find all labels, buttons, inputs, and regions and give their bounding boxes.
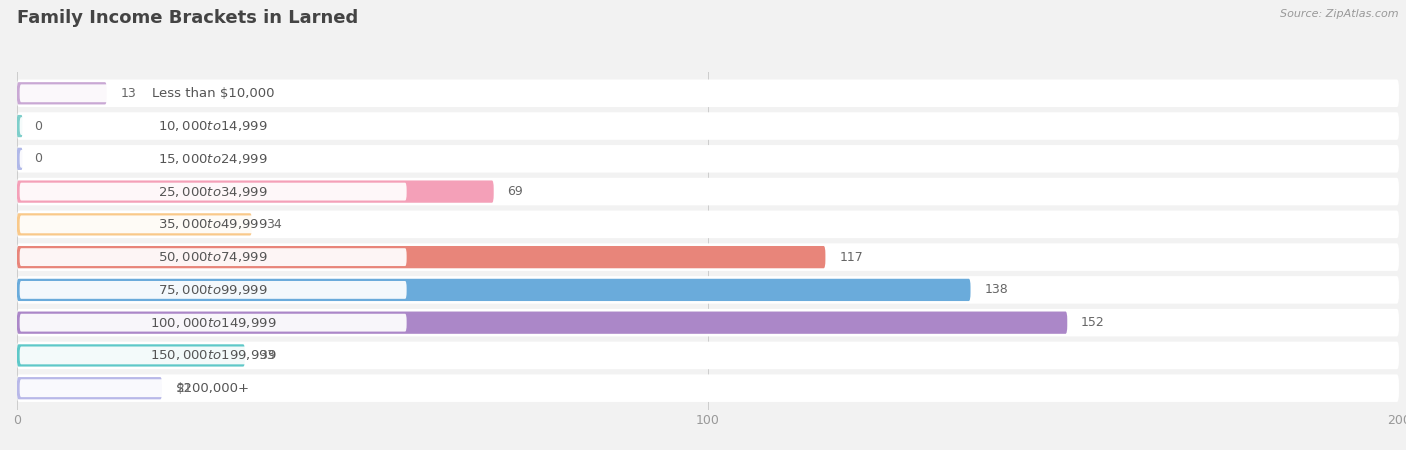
Text: $10,000 to $14,999: $10,000 to $14,999 (159, 119, 269, 133)
FancyBboxPatch shape (17, 276, 1399, 304)
Text: $50,000 to $74,999: $50,000 to $74,999 (159, 250, 269, 264)
FancyBboxPatch shape (17, 243, 1399, 271)
FancyBboxPatch shape (17, 80, 1399, 107)
Text: 0: 0 (34, 153, 42, 165)
FancyBboxPatch shape (20, 216, 406, 233)
FancyBboxPatch shape (17, 148, 22, 170)
FancyBboxPatch shape (20, 117, 406, 135)
FancyBboxPatch shape (17, 211, 1399, 238)
Text: 21: 21 (176, 382, 191, 395)
FancyBboxPatch shape (20, 346, 406, 364)
Text: $75,000 to $99,999: $75,000 to $99,999 (159, 283, 269, 297)
Text: Family Income Brackets in Larned: Family Income Brackets in Larned (17, 9, 359, 27)
Text: 152: 152 (1081, 316, 1105, 329)
Text: $150,000 to $199,999: $150,000 to $199,999 (150, 348, 277, 362)
FancyBboxPatch shape (17, 344, 245, 367)
Text: $25,000 to $34,999: $25,000 to $34,999 (159, 184, 269, 198)
FancyBboxPatch shape (20, 85, 406, 102)
FancyBboxPatch shape (17, 311, 1067, 334)
FancyBboxPatch shape (17, 178, 1399, 205)
FancyBboxPatch shape (20, 314, 406, 332)
FancyBboxPatch shape (17, 180, 494, 203)
FancyBboxPatch shape (17, 279, 970, 301)
Text: $35,000 to $49,999: $35,000 to $49,999 (159, 217, 269, 231)
FancyBboxPatch shape (20, 379, 406, 397)
FancyBboxPatch shape (17, 246, 825, 268)
Text: Source: ZipAtlas.com: Source: ZipAtlas.com (1281, 9, 1399, 19)
FancyBboxPatch shape (17, 112, 1399, 140)
FancyBboxPatch shape (20, 150, 406, 168)
Text: 34: 34 (266, 218, 281, 231)
Text: $15,000 to $24,999: $15,000 to $24,999 (159, 152, 269, 166)
Text: 33: 33 (259, 349, 274, 362)
Text: 0: 0 (34, 120, 42, 133)
FancyBboxPatch shape (20, 183, 406, 201)
FancyBboxPatch shape (17, 145, 1399, 173)
Text: 138: 138 (984, 284, 1008, 297)
FancyBboxPatch shape (17, 309, 1399, 337)
FancyBboxPatch shape (17, 82, 107, 104)
FancyBboxPatch shape (17, 374, 1399, 402)
FancyBboxPatch shape (17, 115, 22, 137)
FancyBboxPatch shape (17, 342, 1399, 369)
Text: 117: 117 (839, 251, 863, 264)
Text: $100,000 to $149,999: $100,000 to $149,999 (150, 315, 277, 330)
Text: 13: 13 (121, 87, 136, 100)
FancyBboxPatch shape (20, 248, 406, 266)
FancyBboxPatch shape (20, 281, 406, 299)
Text: Less than $10,000: Less than $10,000 (152, 87, 274, 100)
FancyBboxPatch shape (17, 377, 162, 399)
Text: 69: 69 (508, 185, 523, 198)
FancyBboxPatch shape (17, 213, 252, 235)
Text: $200,000+: $200,000+ (176, 382, 250, 395)
